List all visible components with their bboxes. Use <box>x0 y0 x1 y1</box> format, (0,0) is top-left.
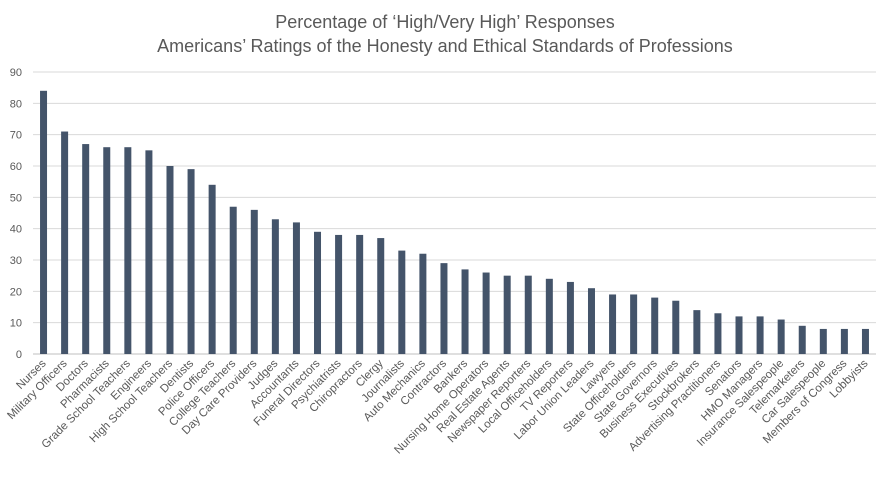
bar <box>124 147 132 354</box>
bar <box>271 219 279 354</box>
bar <box>187 169 195 354</box>
bar <box>335 234 343 354</box>
bar <box>82 144 90 354</box>
bar <box>777 319 785 354</box>
bar <box>377 238 385 354</box>
bar <box>292 222 300 354</box>
bar <box>735 316 743 354</box>
bar <box>714 313 722 354</box>
bar <box>693 310 701 354</box>
y-tick-label: 10 <box>10 318 22 330</box>
bar <box>566 281 574 354</box>
bar <box>861 328 869 354</box>
bar <box>545 278 553 354</box>
y-tick-label: 0 <box>16 349 22 361</box>
bar <box>524 275 532 354</box>
bar <box>250 209 258 354</box>
y-tick-label: 30 <box>10 255 22 267</box>
bar <box>440 263 448 354</box>
y-tick-label: 40 <box>10 224 22 236</box>
y-tick-label: 20 <box>10 286 22 298</box>
chart-subtitle: Americans’ Ratings of the Honesty and Et… <box>157 36 733 56</box>
bar <box>208 184 216 354</box>
bar <box>630 294 638 354</box>
bar <box>40 90 48 355</box>
bar <box>587 288 595 354</box>
bar <box>166 166 174 354</box>
bar <box>145 150 153 354</box>
y-tick-label: 80 <box>10 98 22 110</box>
bar <box>314 231 322 354</box>
y-tick-label: 70 <box>10 130 22 142</box>
bar <box>840 328 848 354</box>
bar <box>672 300 680 354</box>
bar <box>482 272 490 354</box>
bar <box>229 206 237 354</box>
bar <box>756 316 764 354</box>
y-tick-label: 50 <box>10 192 22 204</box>
bar <box>61 131 69 354</box>
y-tick-label: 60 <box>10 161 22 173</box>
bar <box>609 294 617 354</box>
bar <box>103 147 111 354</box>
y-tick-label: 90 <box>10 67 22 79</box>
bar <box>651 297 659 354</box>
bar <box>356 234 364 354</box>
bar <box>461 269 469 354</box>
bar <box>819 328 827 354</box>
bar <box>398 250 406 354</box>
chart-title: Percentage of ‘High/Very High’ Responses <box>275 12 615 32</box>
bar <box>419 253 427 354</box>
bar <box>798 325 806 354</box>
bar <box>503 275 511 354</box>
